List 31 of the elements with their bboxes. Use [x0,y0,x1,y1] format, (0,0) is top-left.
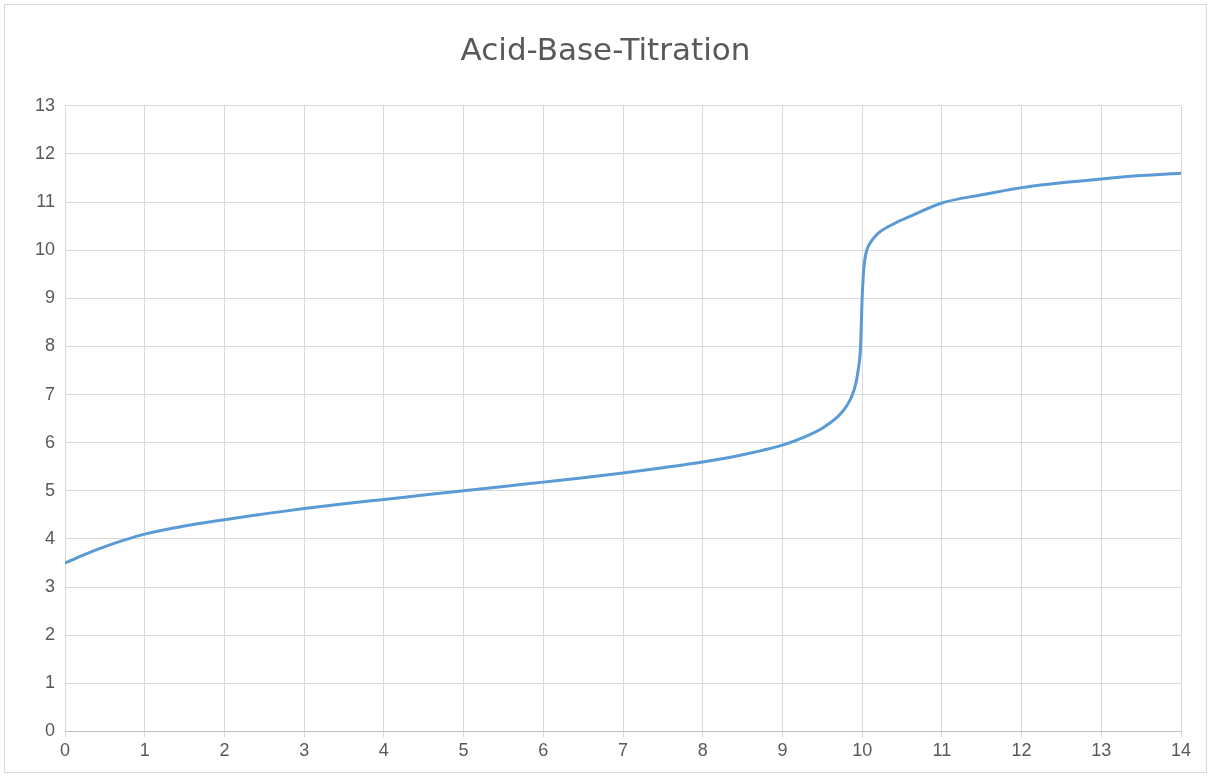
y-tick-label: 7 [45,383,56,404]
x-tick-label: 0 [60,740,71,761]
x-tick-label: 9 [777,740,788,761]
line-series [65,171,1181,565]
x-tick-label: 13 [1091,740,1112,761]
y-tick-label: 13 [34,94,56,115]
y-tick-label: 12 [34,142,56,163]
y-tick-label: 10 [34,239,56,260]
y-tick-label: 3 [45,576,56,596]
x-tick-label: 1 [139,740,150,761]
x-tick-label: 10 [852,740,873,761]
y-tick-label: 8 [45,335,56,356]
y-tick-label: 0 [45,720,56,741]
y-tick-label: 5 [45,479,56,500]
x-tick-label: 8 [697,740,708,761]
x-tick-label: 3 [299,740,310,761]
x-tick-label: 12 [1011,740,1032,761]
x-tick-label: 4 [378,740,389,761]
x-tick-label: 6 [538,740,549,761]
x-tick-label: 2 [219,740,230,761]
y-tick-label: 6 [45,431,56,452]
y-tick-label: 9 [45,287,56,308]
y-tick-label: 11 [36,191,56,212]
chart-title: Acid-Base-Titration [459,31,752,67]
x-tick-label: 7 [618,740,629,761]
x-tick-label: 5 [458,740,469,761]
y-tick-label: 1 [45,672,56,693]
x-tick-label: 11 [932,740,952,761]
y-tick-label: 2 [45,624,56,645]
y-tick-label: 4 [45,527,56,548]
x-tick-label: 14 [1170,740,1192,761]
